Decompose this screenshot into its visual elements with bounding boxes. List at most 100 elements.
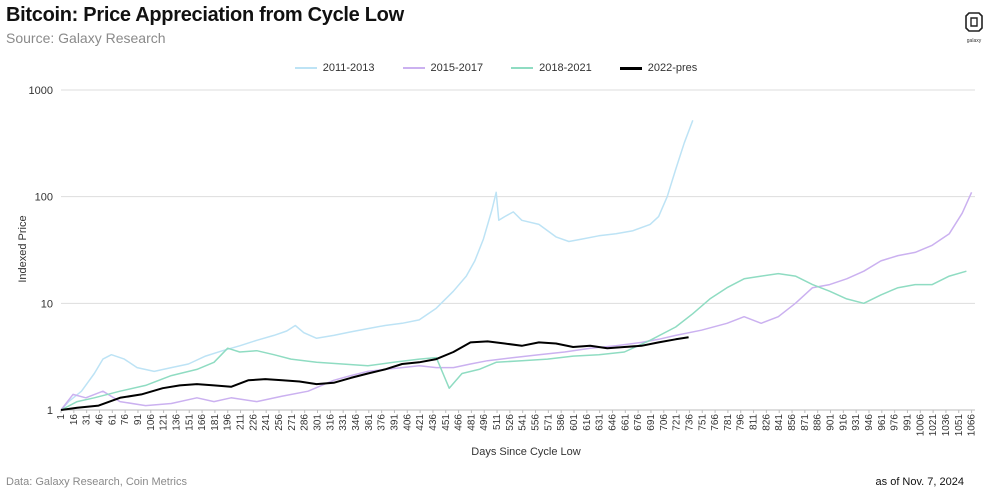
x-tick-label: 121 bbox=[159, 414, 170, 431]
y-tick-label: 1000 bbox=[29, 85, 53, 97]
x-tick-label: 796 bbox=[736, 414, 747, 431]
galaxy-logo-icon bbox=[965, 12, 983, 32]
series-line-2015-2017 bbox=[60, 191, 973, 411]
x-tick-label: 1 bbox=[56, 414, 67, 420]
x-tick-label: 886 bbox=[813, 414, 824, 431]
x-tick-label: 466 bbox=[454, 414, 465, 431]
chart-subtitle: Source: Galaxy Research bbox=[6, 30, 166, 46]
x-tick-label: 856 bbox=[787, 414, 798, 431]
x-tick-label: 376 bbox=[377, 414, 388, 431]
x-tick-label: 736 bbox=[684, 414, 695, 431]
x-tick-label: 301 bbox=[313, 414, 324, 431]
x-tick-label: 826 bbox=[761, 414, 772, 431]
x-tick-label: 556 bbox=[531, 414, 542, 431]
x-axis-label: Days Since Cycle Low bbox=[471, 446, 581, 458]
x-tick-label: 601 bbox=[569, 414, 580, 431]
x-tick-label: 1021 bbox=[928, 414, 939, 437]
legend-item-2018-2021: 2018-2021 bbox=[511, 62, 592, 74]
x-tick-label: 91 bbox=[133, 414, 144, 426]
series-line-2022-pres bbox=[60, 336, 689, 411]
x-tick-label: 901 bbox=[826, 414, 837, 431]
x-tick-label: 61 bbox=[107, 414, 118, 426]
legend-swatch-2011-2013 bbox=[294, 67, 317, 69]
x-tick-label: 676 bbox=[633, 414, 644, 431]
as-of-date: as of Nov. 7, 2024 bbox=[875, 476, 964, 488]
x-tick-label: 286 bbox=[300, 414, 311, 431]
x-tick-label: 691 bbox=[646, 414, 657, 431]
x-tick-label: 166 bbox=[197, 414, 208, 431]
x-tick-label: 16 bbox=[69, 414, 80, 426]
data-source-note: Data: Galaxy Research, Coin Metrics bbox=[6, 476, 187, 488]
x-tick-label: 766 bbox=[710, 414, 721, 431]
x-tick-label: 751 bbox=[697, 414, 708, 431]
y-tick-label: 10 bbox=[41, 298, 53, 310]
x-tick-label: 361 bbox=[364, 414, 375, 431]
legend-item-2022-pres: 2022-pres bbox=[619, 62, 698, 74]
x-tick-label: 646 bbox=[607, 414, 618, 431]
x-tick-label: 541 bbox=[518, 414, 529, 431]
legend-label-2018-2021: 2018-2021 bbox=[539, 62, 592, 74]
legend-swatch-2022-pres bbox=[619, 66, 642, 70]
x-tick-label: 31 bbox=[82, 414, 93, 426]
x-tick-label: 526 bbox=[505, 414, 516, 431]
x-tick-label: 196 bbox=[223, 414, 234, 431]
x-tick-label: 496 bbox=[479, 414, 490, 431]
x-tick-label: 136 bbox=[171, 414, 182, 431]
y-tick-label: 100 bbox=[35, 192, 53, 204]
x-tick-label: 106 bbox=[146, 414, 157, 431]
x-tick-label: 1006 bbox=[915, 414, 926, 437]
x-tick-label: 511 bbox=[492, 414, 503, 430]
series-line-2011-2013 bbox=[60, 120, 694, 411]
x-tick-label: 946 bbox=[864, 414, 875, 431]
x-tick-label: 991 bbox=[902, 414, 913, 431]
x-tick-label: 631 bbox=[595, 414, 606, 431]
legend-label-2022-pres: 2022-pres bbox=[647, 62, 698, 74]
x-tick-label: 151 bbox=[184, 414, 195, 431]
legend-label-2015-2017: 2015-2017 bbox=[430, 62, 484, 74]
legend-swatch-2018-2021 bbox=[511, 67, 534, 69]
x-tick-label: 586 bbox=[556, 414, 567, 431]
x-tick-label: 346 bbox=[351, 414, 362, 431]
x-tick-label: 661 bbox=[620, 414, 631, 431]
galaxy-logo: galaxy bbox=[962, 12, 986, 44]
legend-swatch-2015-2017 bbox=[402, 67, 425, 69]
x-tick-label: 706 bbox=[659, 414, 670, 431]
legend-label-2011-2013: 2011-2013 bbox=[322, 62, 375, 74]
x-tick-label: 481 bbox=[466, 414, 477, 431]
x-tick-label: 256 bbox=[274, 414, 285, 431]
x-tick-label: 211 bbox=[236, 414, 247, 430]
chart-legend: 2011-2013 2015-2017 2018-2021 2022-pres bbox=[0, 62, 992, 74]
x-tick-label: 1036 bbox=[941, 414, 952, 437]
x-tick-label: 571 bbox=[543, 414, 554, 431]
galaxy-logo-text: galaxy bbox=[966, 38, 982, 44]
x-tick-label: 271 bbox=[287, 414, 298, 431]
x-tick-label: 316 bbox=[325, 414, 336, 431]
x-tick-label: 961 bbox=[877, 414, 888, 431]
x-tick-label: 916 bbox=[838, 414, 849, 431]
x-tick-label: 976 bbox=[890, 414, 901, 431]
x-tick-label: 616 bbox=[582, 414, 593, 431]
x-tick-label: 46 bbox=[94, 414, 105, 426]
x-tick-label: 76 bbox=[120, 414, 131, 426]
x-tick-label: 1051 bbox=[954, 414, 965, 437]
x-tick-label: 931 bbox=[851, 414, 862, 431]
x-tick-label: 1066 bbox=[967, 414, 978, 437]
x-tick-label: 781 bbox=[723, 414, 734, 431]
x-tick-label: 331 bbox=[338, 414, 349, 431]
legend-item-2011-2013: 2011-2013 bbox=[294, 62, 375, 74]
x-tick-label: 421 bbox=[415, 414, 426, 431]
x-tick-label: 391 bbox=[389, 414, 400, 431]
x-tick-label: 811 bbox=[749, 414, 760, 430]
x-tick-label: 406 bbox=[402, 414, 413, 431]
x-tick-label: 181 bbox=[210, 414, 221, 431]
y-tick-label: 1 bbox=[47, 405, 53, 417]
legend-item-2015-2017: 2015-2017 bbox=[402, 62, 484, 74]
x-tick-label: 241 bbox=[261, 414, 272, 431]
x-tick-label: 841 bbox=[774, 414, 785, 431]
x-tick-label: 226 bbox=[248, 414, 259, 431]
x-tick-label: 721 bbox=[672, 414, 683, 431]
chart-title: Bitcoin: Price Appreciation from Cycle L… bbox=[6, 4, 404, 26]
x-tick-label: 871 bbox=[800, 414, 811, 431]
series-line-2018-2021 bbox=[60, 270, 967, 411]
